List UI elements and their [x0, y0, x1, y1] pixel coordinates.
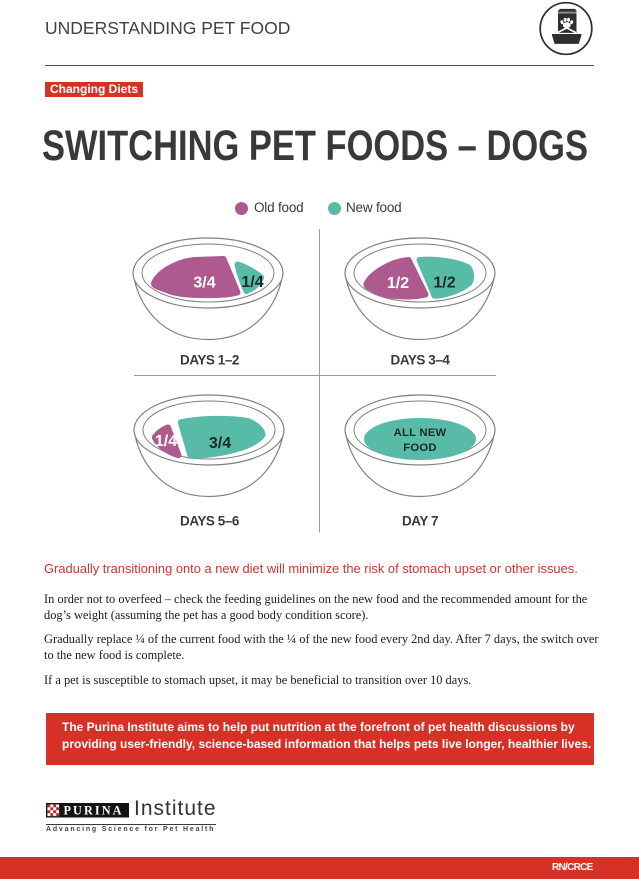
- svg-text:1/4: 1/4: [155, 433, 177, 450]
- svg-text:FOOD: FOOD: [403, 442, 436, 454]
- svg-text:DAYS 3–4: DAYS 3–4: [391, 353, 451, 368]
- svg-text:DAYS 1–2: DAYS 1–2: [180, 353, 239, 368]
- svg-text:DAYS 5–6: DAYS 5–6: [180, 514, 240, 529]
- svg-text:1/2: 1/2: [387, 275, 409, 292]
- svg-text:1/2: 1/2: [433, 275, 455, 292]
- svg-text:PURINA: PURINA: [64, 804, 124, 818]
- svg-text:1/4: 1/4: [241, 274, 263, 291]
- svg-text:DAY 7: DAY 7: [402, 514, 438, 529]
- svg-text:3/4: 3/4: [193, 275, 215, 292]
- svg-text:ALL NEW: ALL NEW: [394, 427, 447, 439]
- svg-text:3/4: 3/4: [209, 435, 231, 452]
